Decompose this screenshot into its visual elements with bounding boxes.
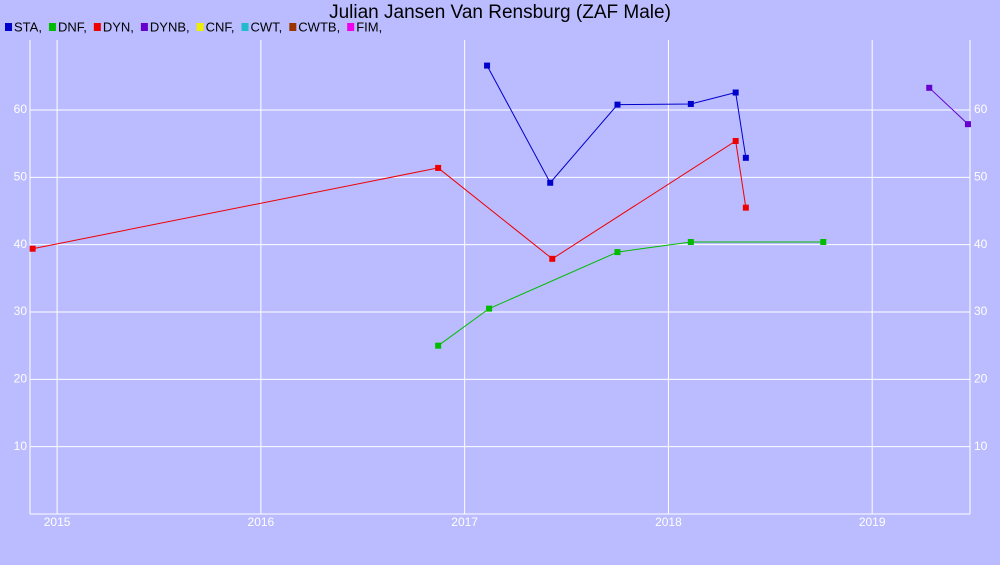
legend-label: FIM, bbox=[356, 19, 382, 34]
data-point bbox=[742, 154, 749, 161]
y2-tick-label: 50 bbox=[974, 170, 988, 184]
legend-swatch bbox=[347, 23, 355, 31]
data-point bbox=[484, 62, 491, 69]
data-point bbox=[820, 238, 827, 245]
data-point bbox=[964, 121, 971, 128]
data-point bbox=[614, 101, 621, 108]
y2-tick-label: 30 bbox=[974, 304, 988, 318]
series-line bbox=[486, 65, 747, 184]
y-tick-label: 20 bbox=[14, 372, 28, 386]
legend-swatch bbox=[289, 23, 297, 31]
y2-tick-label: 20 bbox=[974, 372, 988, 386]
legend-swatch bbox=[93, 23, 101, 31]
legend-swatch bbox=[196, 23, 204, 31]
x-tick-label: 2017 bbox=[451, 515, 478, 529]
y2-tick-label: 10 bbox=[974, 439, 988, 453]
data-point bbox=[435, 164, 442, 171]
data-point bbox=[614, 249, 621, 256]
y-tick-label: 10 bbox=[14, 439, 28, 453]
legend-label: DNF, bbox=[58, 19, 87, 34]
y-tick-label: 60 bbox=[14, 102, 28, 116]
x-tick-label: 2019 bbox=[859, 515, 886, 529]
data-point bbox=[435, 342, 442, 349]
legend-swatch bbox=[48, 23, 56, 31]
data-point bbox=[687, 100, 694, 107]
y-tick-label: 50 bbox=[14, 170, 28, 184]
y-tick-label: 40 bbox=[14, 237, 28, 251]
data-point bbox=[926, 84, 933, 91]
y-tick-label: 30 bbox=[14, 304, 28, 318]
data-point bbox=[732, 137, 739, 144]
data-point bbox=[742, 204, 749, 211]
chart-title: Julian Jansen Van Rensburg (ZAF Male) bbox=[329, 2, 671, 23]
x-tick-label: 2018 bbox=[655, 515, 682, 529]
x-tick-label: 2015 bbox=[44, 515, 71, 529]
legend-label: DYN, bbox=[103, 19, 134, 34]
legend-swatch bbox=[241, 23, 249, 31]
data-point bbox=[687, 238, 694, 245]
legend-label: CWTB, bbox=[298, 19, 340, 34]
series-line bbox=[928, 87, 969, 125]
legend-label: DYNB, bbox=[150, 19, 190, 34]
legend-swatch bbox=[140, 23, 148, 31]
y2-tick-label: 60 bbox=[974, 102, 988, 116]
data-point bbox=[29, 245, 36, 252]
data-point bbox=[547, 179, 554, 186]
legend-swatch bbox=[5, 23, 12, 31]
x-tick-label: 2016 bbox=[248, 515, 275, 529]
data-point bbox=[732, 89, 739, 96]
legend-label: STA, bbox=[14, 19, 42, 34]
legend-label: CNF, bbox=[206, 19, 235, 34]
data-point bbox=[486, 305, 493, 312]
y2-tick-label: 40 bbox=[974, 237, 988, 251]
data-point bbox=[549, 255, 556, 262]
legend-label: CWT, bbox=[251, 19, 283, 34]
